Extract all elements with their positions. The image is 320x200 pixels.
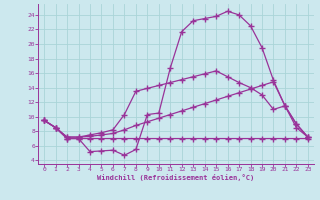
X-axis label: Windchill (Refroidissement éolien,°C): Windchill (Refroidissement éolien,°C)	[97, 174, 255, 181]
